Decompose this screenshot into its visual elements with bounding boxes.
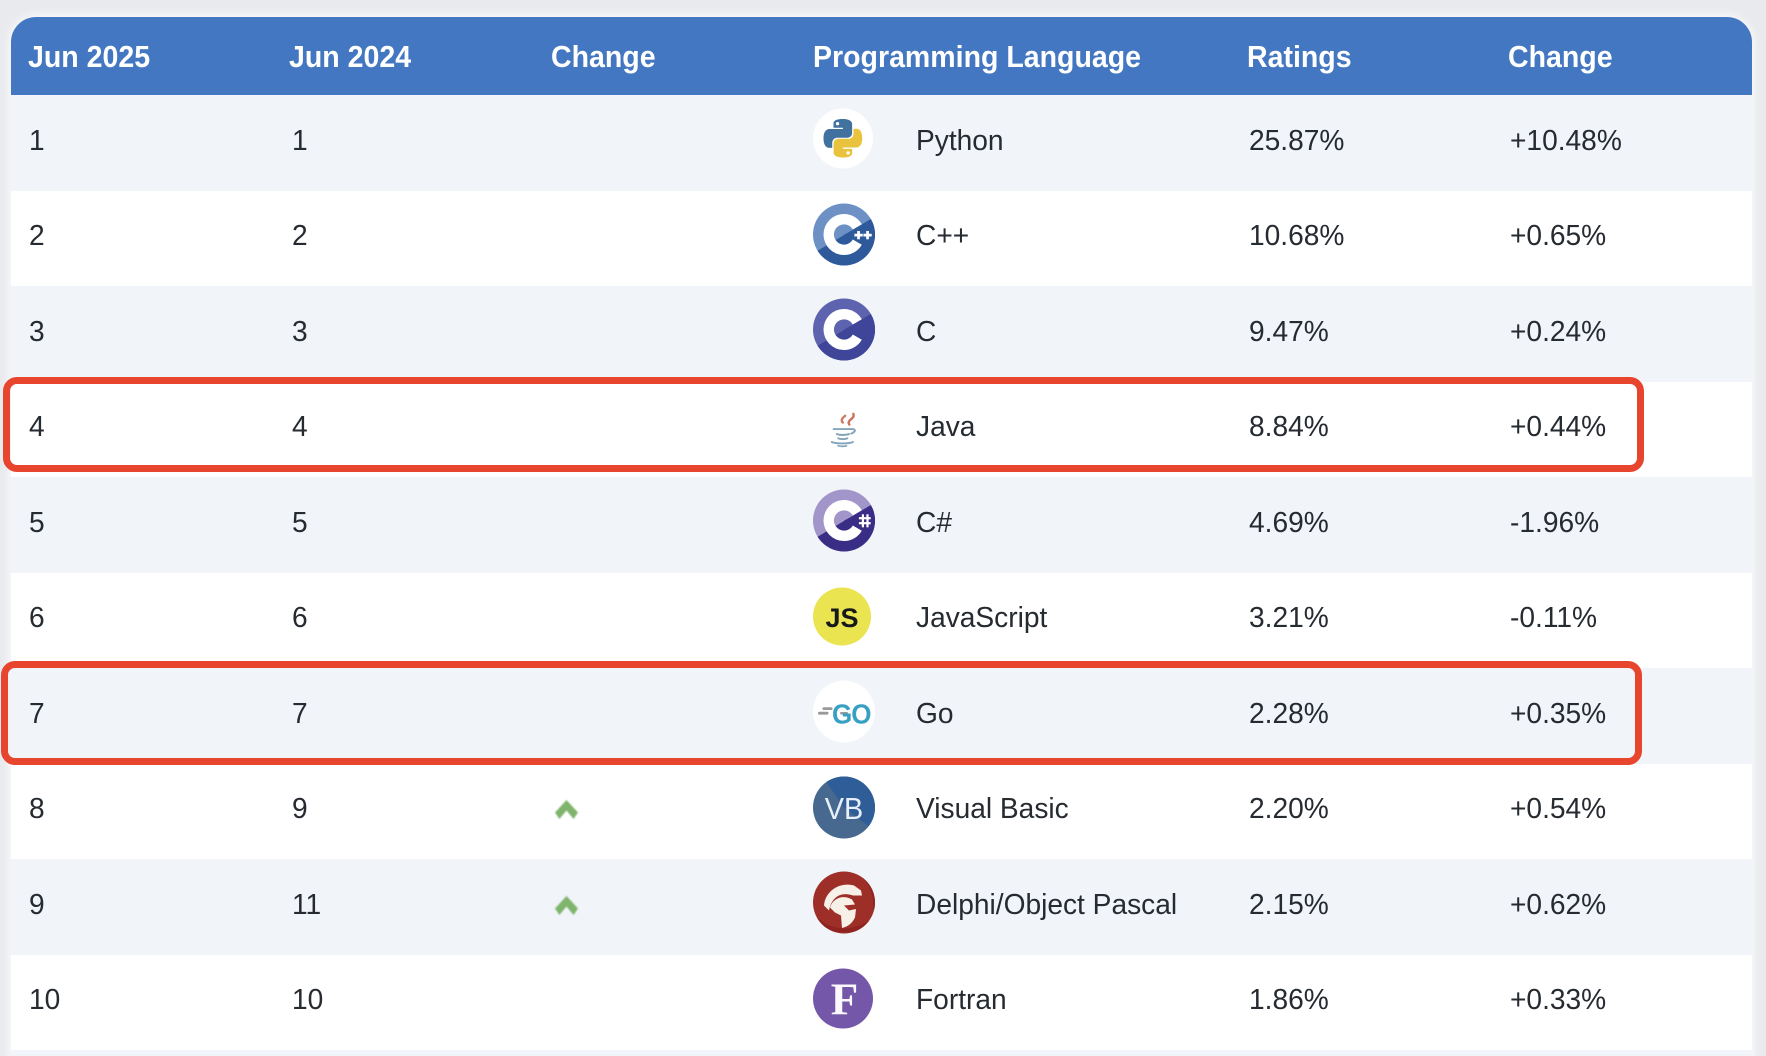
svg-text:JS: JS [825,603,858,633]
svg-text:VB: VB [825,792,863,826]
svg-text:F: F [831,974,859,1024]
svg-text:GO: GO [832,699,871,730]
